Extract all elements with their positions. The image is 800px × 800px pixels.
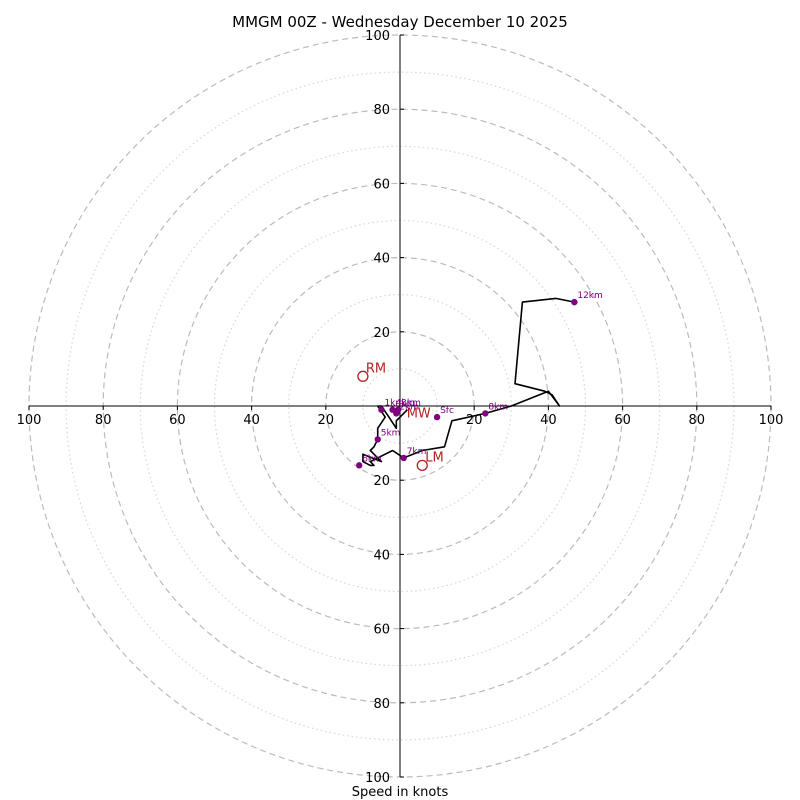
mean-wind-label: MW: [407, 406, 431, 421]
height-label-1km: 1km: [384, 399, 404, 409]
y-tick-label: 20: [373, 474, 390, 489]
rm-marker: [357, 370, 369, 382]
storm-motion-markers: RM LM MW: [357, 361, 444, 472]
rm-label: RM: [366, 361, 386, 376]
height-point-Sfc: [433, 413, 441, 421]
height-point-8km: [482, 410, 489, 417]
y-tick-label: 60: [373, 623, 390, 638]
height-label-12km: 12km: [577, 291, 602, 301]
y-tick-label: 100: [365, 29, 390, 44]
x-tick-label: 60: [169, 413, 186, 428]
tick-labels: 100 80 60 40 20 20 40 60 80 100100806040202040608…: [17, 29, 784, 786]
height-point-6km: [355, 462, 363, 469]
x-tick-label: 80: [95, 413, 112, 428]
hodograph-trace: [362, 297, 575, 467]
height-label-7km: 7km: [407, 447, 427, 457]
height-label-5km: 5km: [381, 428, 401, 438]
height-point-1km: [378, 406, 385, 413]
y-tick-label: 80: [373, 103, 390, 118]
height-label-6km: 6km: [362, 454, 382, 464]
y-tick-label: 100: [365, 771, 390, 786]
height-point-5km: [374, 436, 381, 443]
chart-title: MMGM 00Z - Wednesday December 10 2025: [232, 13, 568, 31]
axes: [29, 35, 771, 777]
y-tick-label: 40: [373, 548, 390, 563]
height-point-4km: [389, 406, 396, 413]
x-axis-label: Speed in knots: [352, 785, 449, 800]
height-point-3km: [394, 406, 402, 413]
x-tick-label: 100: [17, 413, 42, 428]
height-point-12km: [571, 298, 578, 306]
y-tick-label: 60: [373, 177, 390, 192]
height-label-Sfc: Sfc: [440, 406, 454, 416]
hodograph-line: [362, 297, 575, 467]
y-tick-label: 80: [373, 697, 390, 712]
x-tick-label: 40: [243, 413, 260, 428]
height-label-2km: 2km: [399, 402, 419, 412]
height-label-4km: 4km: [396, 399, 416, 409]
x-tick-label: 80: [689, 413, 706, 428]
x-tick-label: 60: [614, 413, 631, 428]
x-tick-label: 40: [540, 413, 557, 428]
y-tick-label: 20: [373, 326, 390, 341]
height-label-8km: 8km: [488, 402, 508, 412]
height-point-7km: [400, 454, 407, 462]
y-tick-label: 40: [373, 252, 390, 267]
x-tick-label: 20: [318, 413, 335, 428]
x-tick-label: 100: [759, 413, 784, 428]
lm-marker: [416, 459, 428, 472]
lm-label: LM: [425, 450, 443, 465]
height-label-3km: 3km: [401, 399, 421, 409]
